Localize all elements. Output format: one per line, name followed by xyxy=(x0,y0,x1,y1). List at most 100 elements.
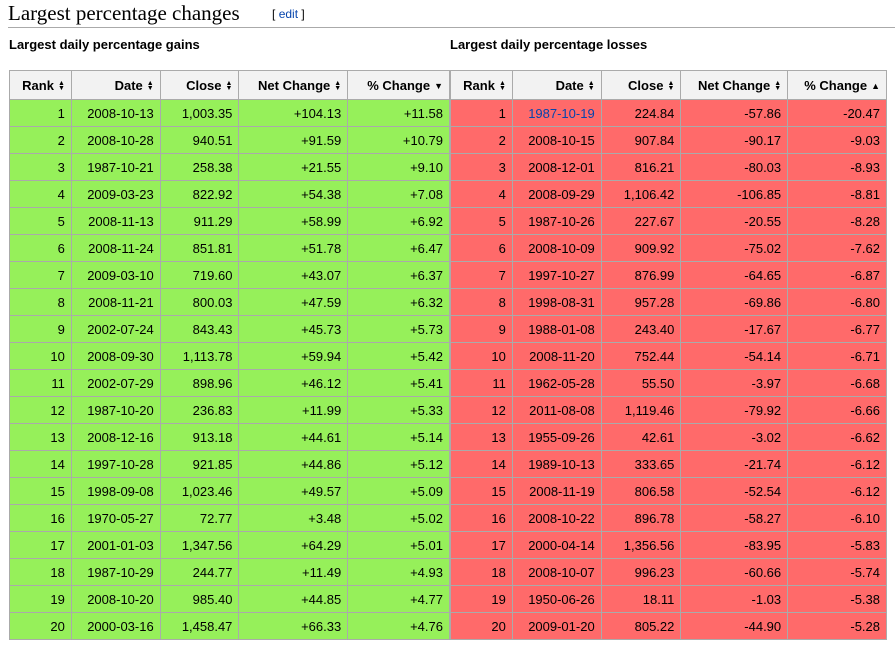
losses-cell-net-change: -83.95 xyxy=(680,531,789,559)
losses-header-percent-change[interactable]: % Change ▲ xyxy=(787,70,887,100)
losses-header-rank[interactable]: Rank ▲ ▼ xyxy=(450,70,513,100)
losses-cell-close: 1,106.42 xyxy=(600,180,682,208)
gains-cell-net-change: +47.59 xyxy=(238,288,349,316)
gains-cell-date: 1998-09-08 xyxy=(70,477,161,505)
gains-cell-percent-change: +4.77 xyxy=(347,585,450,613)
gains-cell-close: 1,023.46 xyxy=(159,477,240,505)
gains-table-row: 14 1997-10-28 921.85 +44.86 +5.12 xyxy=(9,450,450,478)
gains-cell-close: 1,347.56 xyxy=(159,531,240,559)
losses-header-net-change[interactable]: Net Change ▲ ▼ xyxy=(680,70,789,100)
gains-table-row: 13 2008-12-16 913.18 +44.61 +5.14 xyxy=(9,423,450,451)
losses-table-row: 1 1987-10-19 224.84 -57.86 -20.47 xyxy=(450,99,887,127)
gains-cell-rank: 13 xyxy=(9,423,72,451)
gains-cell-rank: 14 xyxy=(9,450,72,478)
gains-header-close[interactable]: Close ▲ ▼ xyxy=(159,70,240,100)
gains-cell-close: 822.92 xyxy=(159,180,240,208)
gains-cell-percent-change: +5.09 xyxy=(347,477,450,505)
gains-cell-percent-change: +11.58 xyxy=(347,99,450,127)
section-title: Largest percentage changes xyxy=(8,1,240,25)
losses-table-row: 19 1950-06-26 18.11 -1.03 -5.38 xyxy=(450,585,887,613)
losses-cell-percent-change: -6.62 xyxy=(787,423,887,451)
gains-cell-percent-change: +9.10 xyxy=(347,153,450,181)
edit-link[interactable]: edit xyxy=(278,7,299,21)
losses-cell-date: 1997-10-27 xyxy=(511,261,602,289)
gains-cell-percent-change: +5.12 xyxy=(347,450,450,478)
losses-cell-rank: 17 xyxy=(450,531,513,559)
losses-cell-rank: 11 xyxy=(450,369,513,397)
gains-cell-date: 2008-12-16 xyxy=(70,423,161,451)
losses-cell-net-change: -3.02 xyxy=(680,423,789,451)
gains-cell-close: 1,113.78 xyxy=(159,342,240,370)
gains-cell-percent-change: +6.47 xyxy=(347,234,450,262)
gains-caption: Largest daily percentage gains xyxy=(9,37,200,52)
gains-cell-date: 1997-10-28 xyxy=(70,450,161,478)
losses-cell-close: 907.84 xyxy=(600,126,682,154)
gains-table-row: 2 2008-10-28 940.51 +91.59 +10.79 xyxy=(9,126,450,154)
gains-table-row: 18 1987-10-29 244.77 +11.49 +4.93 xyxy=(9,558,450,586)
gains-cell-rank: 3 xyxy=(9,153,72,181)
gains-cell-date: 2002-07-24 xyxy=(70,315,161,343)
losses-cell-net-change: -60.66 xyxy=(680,558,789,586)
losses-cell-percent-change: -8.93 xyxy=(787,153,887,181)
losses-table-row: 2 2008-10-15 907.84 -90.17 -9.03 xyxy=(450,126,887,154)
losses-cell-rank: 10 xyxy=(450,342,513,370)
gains-cell-date: 1987-10-21 xyxy=(70,153,161,181)
losses-cell-close: 996.23 xyxy=(600,558,682,586)
gains-cell-close: 911.29 xyxy=(159,207,240,235)
losses-cell-percent-change: -9.03 xyxy=(787,126,887,154)
losses-cell-date: 2008-11-20 xyxy=(511,342,602,370)
gains-header-label: Date xyxy=(114,77,143,93)
gains-cell-close: 851.81 xyxy=(159,234,240,262)
losses-cell-percent-change: -5.83 xyxy=(787,531,887,559)
losses-cell-net-change: -90.17 xyxy=(680,126,789,154)
gains-cell-net-change: +3.48 xyxy=(238,504,349,532)
losses-cell-rank: 14 xyxy=(450,450,513,478)
losses-cell-date: 2008-11-19 xyxy=(511,477,602,505)
gains-header-rank[interactable]: Rank ▲ ▼ xyxy=(9,70,72,100)
losses-cell-close: 42.61 xyxy=(600,423,682,451)
losses-cell-net-change: -58.27 xyxy=(680,504,789,532)
losses-header-date[interactable]: Date ▲ ▼ xyxy=(511,70,602,100)
gains-cell-net-change: +54.38 xyxy=(238,180,349,208)
losses-header-label: % Change xyxy=(804,77,868,93)
edit-bracket-open: [ xyxy=(272,7,276,21)
losses-header-close[interactable]: Close ▲ ▼ xyxy=(600,70,682,100)
gains-table-row: 15 1998-09-08 1,023.46 +49.57 +5.09 xyxy=(9,477,450,505)
losses-header-row: Rank ▲ ▼ Date ▲ ▼ Close ▲ ▼ Net Change ▲ ▼% Change ▲ xyxy=(450,70,887,100)
gains-table-row: 7 2009-03-10 719.60 +43.07 +6.37 xyxy=(9,261,450,289)
gains-cell-net-change: +51.78 xyxy=(238,234,349,262)
losses-cell-rank: 1 xyxy=(450,99,513,127)
losses-cell-date: 2000-04-14 xyxy=(511,531,602,559)
date-link[interactable]: 1987-10-19 xyxy=(528,105,595,121)
losses-cell-percent-change: -20.47 xyxy=(787,99,887,127)
gains-cell-percent-change: +7.08 xyxy=(347,180,450,208)
gains-header-date[interactable]: Date ▲ ▼ xyxy=(70,70,161,100)
gains-cell-close: 913.18 xyxy=(159,423,240,451)
losses-cell-net-change: -1.03 xyxy=(680,585,789,613)
gains-cell-close: 236.83 xyxy=(159,396,240,424)
sort-both-icon: ▲ ▼ xyxy=(498,80,506,93)
losses-cell-net-change: -64.65 xyxy=(680,261,789,289)
losses-cell-net-change: -106.85 xyxy=(680,180,789,208)
gains-header-net-change[interactable]: Net Change ▲ ▼ xyxy=(238,70,349,100)
gains-cell-net-change: +91.59 xyxy=(238,126,349,154)
losses-cell-rank: 16 xyxy=(450,504,513,532)
gains-cell-net-change: +45.73 xyxy=(238,315,349,343)
losses-cell-close: 55.50 xyxy=(600,369,682,397)
losses-cell-percent-change: -5.74 xyxy=(787,558,887,586)
gains-cell-percent-change: +5.33 xyxy=(347,396,450,424)
losses-cell-date: 2008-10-22 xyxy=(511,504,602,532)
sort-both-icon: ▲ ▼ xyxy=(587,80,595,93)
losses-header-label: Close xyxy=(628,77,664,93)
losses-table-row: 9 1988-01-08 243.40 -17.67 -6.77 xyxy=(450,315,887,343)
gains-cell-net-change: +44.85 xyxy=(238,585,349,613)
losses-cell-rank: 5 xyxy=(450,207,513,235)
losses-cell-percent-change: -8.81 xyxy=(787,180,887,208)
gains-table-row: 3 1987-10-21 258.38 +21.55 +9.10 xyxy=(9,153,450,181)
gains-cell-date: 1987-10-29 xyxy=(70,558,161,586)
gains-table-row: 5 2008-11-13 911.29 +58.99 +6.92 xyxy=(9,207,450,235)
gains-header-percent-change[interactable]: % Change ▼ xyxy=(347,70,450,100)
gains-cell-rank: 16 xyxy=(9,504,72,532)
gains-table-row: 12 1987-10-20 236.83 +11.99 +5.33 xyxy=(9,396,450,424)
gains-cell-percent-change: +5.14 xyxy=(347,423,450,451)
